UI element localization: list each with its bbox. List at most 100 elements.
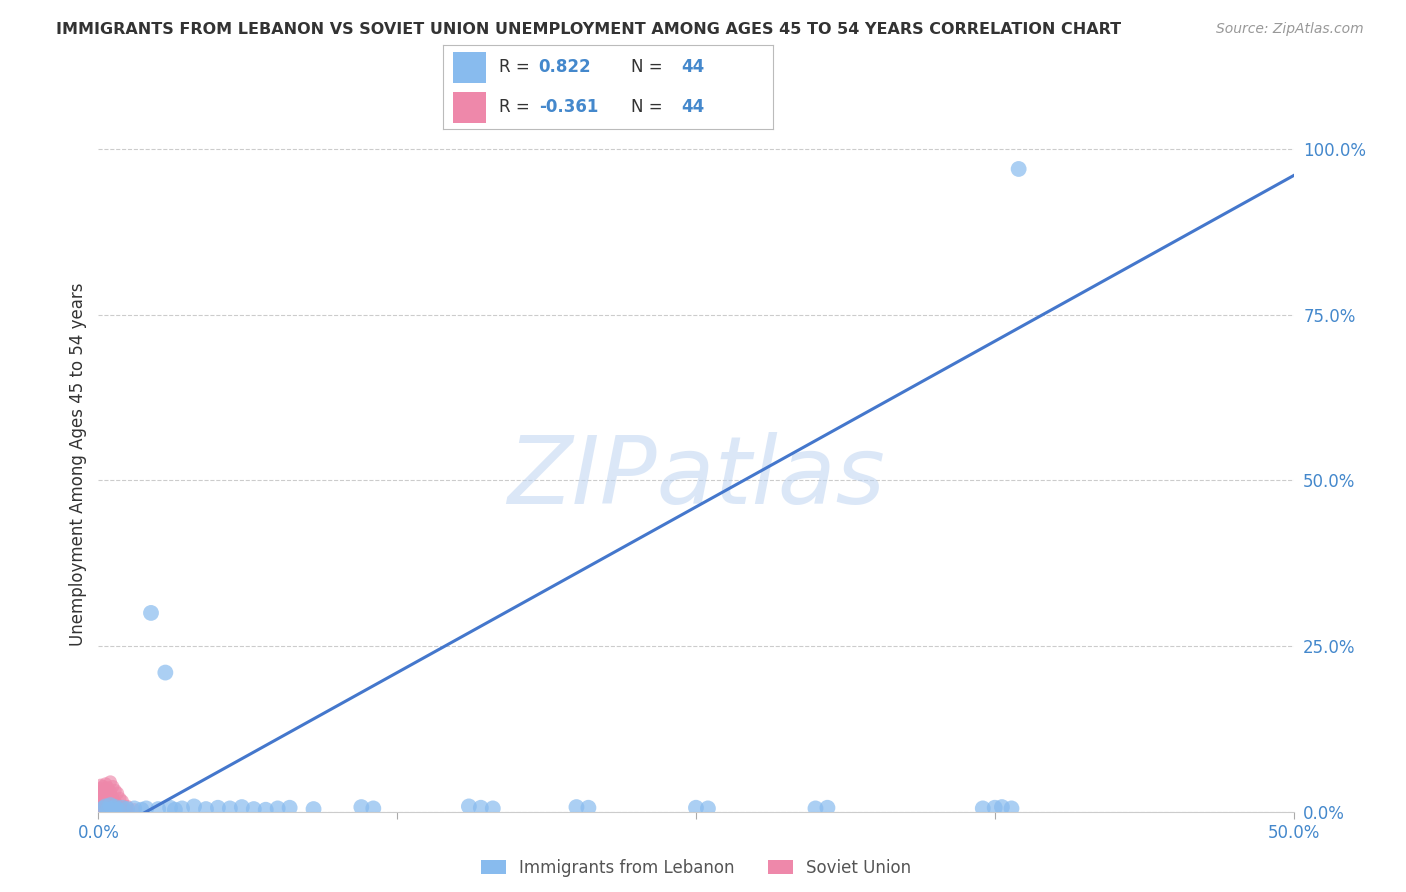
Point <box>254 803 277 817</box>
Point <box>124 803 146 817</box>
Point <box>231 800 253 814</box>
Text: 0.822: 0.822 <box>538 59 592 77</box>
Y-axis label: Unemployment Among Ages 45 to 54 years: Unemployment Among Ages 45 to 54 years <box>69 282 87 646</box>
Point <box>470 801 492 815</box>
Point <box>101 790 124 805</box>
Point <box>90 781 112 796</box>
Point <box>685 801 707 815</box>
Point <box>804 801 827 815</box>
Point <box>163 803 186 817</box>
Point <box>94 799 117 814</box>
Point <box>94 802 117 816</box>
Point <box>91 800 114 814</box>
Point <box>94 782 117 797</box>
Text: R =: R = <box>499 98 536 116</box>
Point <box>576 801 599 815</box>
Point <box>97 789 120 803</box>
Point <box>90 778 112 792</box>
Point <box>107 786 129 800</box>
Point <box>991 800 1014 814</box>
Point <box>98 798 122 813</box>
Point <box>107 803 129 817</box>
Point <box>104 783 127 797</box>
Point <box>108 791 131 805</box>
Point <box>97 803 120 817</box>
Point <box>111 802 134 816</box>
Point <box>104 795 127 809</box>
Point <box>363 801 385 815</box>
Text: -0.361: -0.361 <box>538 98 598 116</box>
Point <box>115 799 138 814</box>
Point <box>115 802 138 816</box>
Point <box>111 801 134 815</box>
Point <box>91 793 114 807</box>
Point <box>91 801 114 815</box>
Legend: Immigrants from Lebanon, Soviet Union: Immigrants from Lebanon, Soviet Union <box>474 852 918 883</box>
Point <box>98 785 122 799</box>
Point <box>97 796 120 810</box>
Point <box>90 791 112 805</box>
Point <box>135 801 157 815</box>
Point <box>972 801 994 815</box>
Point <box>98 798 122 813</box>
Point <box>90 785 112 799</box>
FancyBboxPatch shape <box>453 92 486 122</box>
Point <box>194 802 218 816</box>
Point <box>219 801 242 815</box>
Text: N =: N = <box>631 59 668 77</box>
Point <box>94 790 117 805</box>
Text: N =: N = <box>631 98 668 116</box>
Point <box>97 780 120 795</box>
Point <box>697 801 720 815</box>
Point <box>94 794 117 808</box>
Point <box>565 800 588 814</box>
Point <box>1007 161 1029 176</box>
Point <box>183 799 205 814</box>
Point <box>148 802 170 816</box>
Point <box>91 783 114 797</box>
Point <box>94 786 117 800</box>
Point <box>101 780 124 794</box>
Point <box>101 801 124 815</box>
Point <box>94 799 117 814</box>
Point <box>104 800 127 814</box>
Point <box>131 803 153 817</box>
Point <box>111 794 134 808</box>
Point <box>115 804 138 818</box>
Text: IMMIGRANTS FROM LEBANON VS SOVIET UNION UNEMPLOYMENT AMONG AGES 45 TO 54 YEARS C: IMMIGRANTS FROM LEBANON VS SOVIET UNION … <box>56 22 1122 37</box>
Point <box>107 798 129 813</box>
Point <box>481 801 505 815</box>
Point <box>91 788 114 802</box>
Point <box>90 801 112 815</box>
Text: ZIPatlas: ZIPatlas <box>508 433 884 524</box>
Point <box>1000 801 1022 815</box>
Point <box>267 801 290 815</box>
Text: 44: 44 <box>681 59 704 77</box>
Point <box>984 801 1007 815</box>
Point <box>243 802 266 816</box>
Point <box>101 797 124 811</box>
Point <box>94 777 117 791</box>
Point <box>139 606 162 620</box>
Point <box>350 800 373 814</box>
Point <box>124 801 146 815</box>
Point <box>90 798 112 813</box>
Point <box>155 665 177 680</box>
Point <box>278 801 301 815</box>
Text: Source: ZipAtlas.com: Source: ZipAtlas.com <box>1216 22 1364 37</box>
Point <box>90 788 112 802</box>
Point <box>302 802 325 816</box>
FancyBboxPatch shape <box>453 53 486 83</box>
Point <box>91 803 114 817</box>
Point <box>97 801 120 815</box>
Point <box>108 801 131 815</box>
Point <box>91 780 114 794</box>
Point <box>98 775 122 789</box>
Point <box>91 797 114 811</box>
Text: 44: 44 <box>681 98 704 116</box>
Point <box>90 795 112 809</box>
Point <box>458 799 481 814</box>
Point <box>172 801 194 815</box>
Point <box>159 801 181 815</box>
Text: R =: R = <box>499 59 536 77</box>
